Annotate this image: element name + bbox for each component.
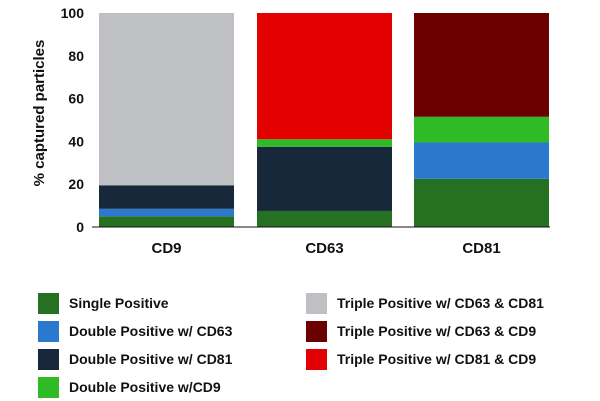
bar-segment-cd63-single-positive	[257, 210, 392, 227]
legend-swatch	[306, 320, 327, 342]
legend-item: Double Positive w/ CD81	[38, 345, 232, 373]
legend-label: Triple Positive w/ CD81 & CD9	[337, 351, 537, 367]
bar-segment-cd9-double-positive-w-cd63	[99, 208, 234, 217]
legend-swatch	[38, 376, 59, 398]
y-tick-label: 100	[61, 5, 85, 21]
legend-label: Single Positive	[69, 295, 169, 311]
legend-label: Triple Positive w/ CD63 & CD81	[337, 295, 544, 311]
x-category-label: CD9	[151, 240, 181, 257]
bar-segment-cd63-double-positive-w-cd9	[257, 139, 392, 147]
bar-segment-cd63-double-positive-w-cd81	[257, 146, 392, 211]
legend-item: Double Positive w/ CD63	[38, 317, 232, 345]
bar-segment-cd9-single-positive	[99, 216, 234, 227]
x-category-label: CD63	[305, 240, 343, 257]
legend-column-right: Triple Positive w/ CD63 & CD81 Triple Pos…	[306, 289, 544, 373]
legend-swatch	[306, 292, 327, 314]
legend-label: Double Positive w/ CD81	[69, 351, 233, 367]
x-axis-labels: CD9 CD63 CD81	[151, 240, 500, 257]
bar-segment-cd81-double-positive-w-cd63	[414, 142, 549, 179]
y-tick-label: 40	[68, 133, 84, 149]
y-tick-label: 80	[68, 48, 84, 64]
x-category-label: CD81	[462, 240, 500, 257]
bar-segment-cd81-triple-positive-w-cd63-cd9	[414, 13, 549, 117]
bars	[99, 13, 549, 227]
bar-segment-cd81-double-positive-w-cd9	[414, 116, 549, 143]
legend-label: Triple Positive w/ CD63 & CD9	[337, 323, 537, 339]
legend-column-left: Single Positive Double Positive w/ CD63 Do…	[38, 289, 232, 401]
y-tick-label: 0	[76, 219, 84, 235]
y-axis: 0 20 40 60 80 100	[61, 5, 85, 235]
legend-swatch	[306, 348, 327, 370]
bar-segment-cd81-single-positive	[414, 178, 549, 227]
legend-item: Triple Positive w/ CD63 & CD9	[306, 317, 544, 345]
y-axis-title: % captured particles	[31, 40, 48, 187]
legend-label: Double Positive w/ CD63	[69, 323, 233, 339]
bar-segment-cd9-triple-positive-w-cd63-cd81	[99, 13, 234, 186]
legend-swatch	[38, 320, 59, 342]
legend: Single Positive Double Positive w/ CD63 Do…	[38, 289, 578, 398]
bar-segment-cd9-double-positive-w-cd81	[99, 185, 234, 209]
legend-item: Triple Positive w/ CD63 & CD81	[306, 289, 544, 317]
legend-label: Double Positive w/CD9	[69, 379, 221, 395]
y-tick-label: 20	[68, 176, 84, 192]
legend-swatch	[38, 292, 59, 314]
legend-item: Double Positive w/CD9	[38, 373, 232, 401]
legend-item: Triple Positive w/ CD81 & CD9	[306, 345, 544, 373]
bar-segment-cd63-triple-positive-w-cd81-cd9	[257, 13, 392, 140]
legend-swatch	[38, 348, 59, 370]
y-tick-label: 60	[68, 91, 84, 107]
legend-item: Single Positive	[38, 289, 232, 317]
